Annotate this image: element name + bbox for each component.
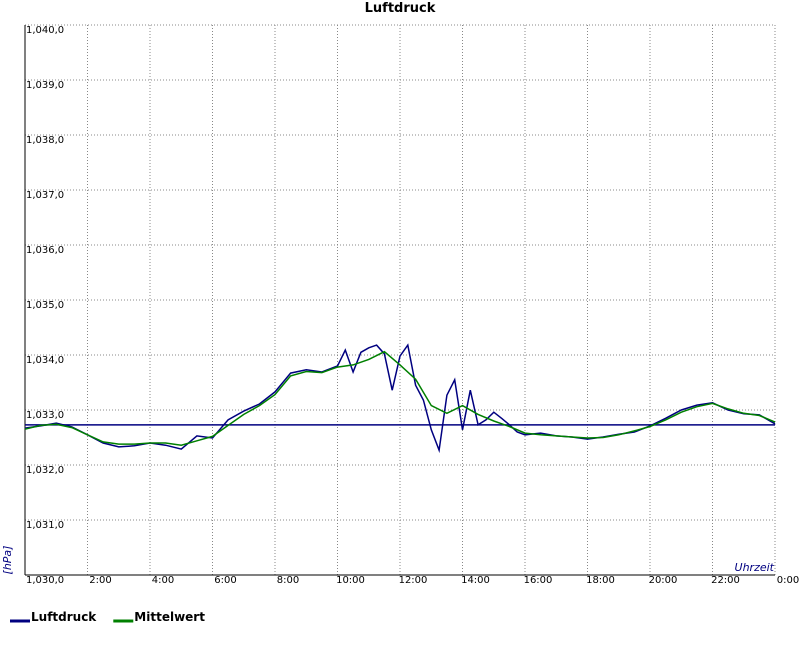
x-tick-label: 22:00 xyxy=(711,575,740,586)
x-axis-label: Uhrzeit xyxy=(735,561,775,574)
y-tick-label: 1,034,0 xyxy=(26,355,64,366)
x-tick-label: 4:00 xyxy=(152,575,174,586)
legend-label: Luftdruck xyxy=(31,610,97,624)
y-tick-label: 1,033,0 xyxy=(26,410,64,421)
x-tick-label: 20:00 xyxy=(649,575,678,586)
x-tick-label: 2:00 xyxy=(89,575,111,586)
y-tick-label: 1,035,0 xyxy=(26,300,64,311)
y-tick-label: 1,039,0 xyxy=(26,80,64,91)
series-line xyxy=(24,350,776,446)
x-tick-label: 10:00 xyxy=(336,575,365,586)
x-tick-label: 14:00 xyxy=(461,575,490,586)
x-tick-label: 8:00 xyxy=(277,575,299,586)
x-tick-label: 12:00 xyxy=(399,575,428,586)
x-tick-label: 16:00 xyxy=(524,575,553,586)
y-tick-label: 1,036,0 xyxy=(26,245,64,256)
chart-title: Luftdruck xyxy=(365,1,436,16)
legend-label: Mittelwert xyxy=(134,610,205,624)
y-tick-label: 1,032,0 xyxy=(26,465,64,476)
y-tick-label: 1,031,0 xyxy=(26,520,64,531)
x-tick-label: 0:00 xyxy=(777,575,799,586)
y-tick-label: 1,040,0 xyxy=(26,25,64,36)
y-axis-label: [hPa] xyxy=(1,546,14,575)
x-tick-label: 6:00 xyxy=(214,575,236,586)
y-tick-label: 1,037,0 xyxy=(26,190,64,201)
x-tick-label: 18:00 xyxy=(586,575,615,586)
y-tick-label: 1,038,0 xyxy=(26,135,64,146)
y-tick-label: 1,030,0 xyxy=(26,575,64,586)
